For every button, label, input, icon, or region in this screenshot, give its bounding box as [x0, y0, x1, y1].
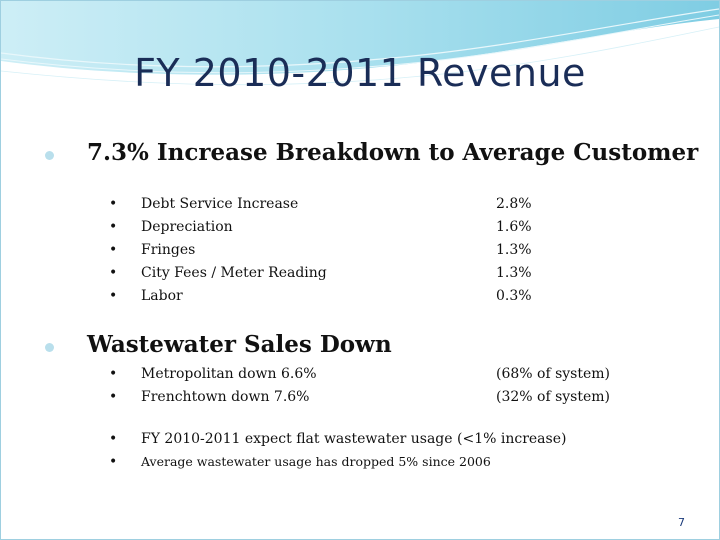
item-label: Metropolitan down 6.6% [141, 366, 317, 382]
bullet-icon: • [109, 288, 118, 304]
bullet-icon: • [109, 196, 118, 212]
item-label: Debt Service Increase [141, 196, 299, 212]
section2-heading: Wastewater Sales Down [87, 331, 392, 358]
page-number: 7 [678, 516, 685, 529]
bullet-icon: • [109, 265, 118, 281]
bullet-icon: • [109, 389, 118, 405]
bullet-icon: • [109, 454, 118, 470]
bullet-icon: • [109, 242, 118, 258]
slide-title: FY 2010-2011 Revenue [134, 51, 586, 95]
section1-heading: 7.3% Increase Breakdown to Average Custo… [87, 139, 699, 166]
note-text: Average wastewater usage has dropped 5% … [141, 454, 491, 469]
item-value: 2.8% [496, 196, 532, 212]
item-label: Fringes [141, 242, 196, 258]
item-value: 1.3% [496, 265, 532, 281]
bullet-icon: • [109, 219, 118, 235]
bullet-icon: • [109, 366, 118, 382]
item-value: 0.3% [496, 288, 532, 304]
item-value: 1.6% [496, 219, 532, 235]
level1-bullet-icon [45, 151, 54, 160]
item-value: (68% of system) [496, 366, 611, 382]
item-label: City Fees / Meter Reading [141, 265, 327, 281]
note-text: FY 2010-2011 expect flat wastewater usag… [141, 431, 567, 447]
header-wave-decoration [1, 1, 719, 86]
item-label: Labor [141, 288, 183, 304]
bullet-icon: • [109, 431, 118, 447]
item-value: 1.3% [496, 242, 532, 258]
item-label: Frenchtown down 7.6% [141, 389, 310, 405]
item-label: Depreciation [141, 219, 233, 235]
level1-bullet-icon [45, 343, 54, 352]
item-value: (32% of system) [496, 389, 611, 405]
